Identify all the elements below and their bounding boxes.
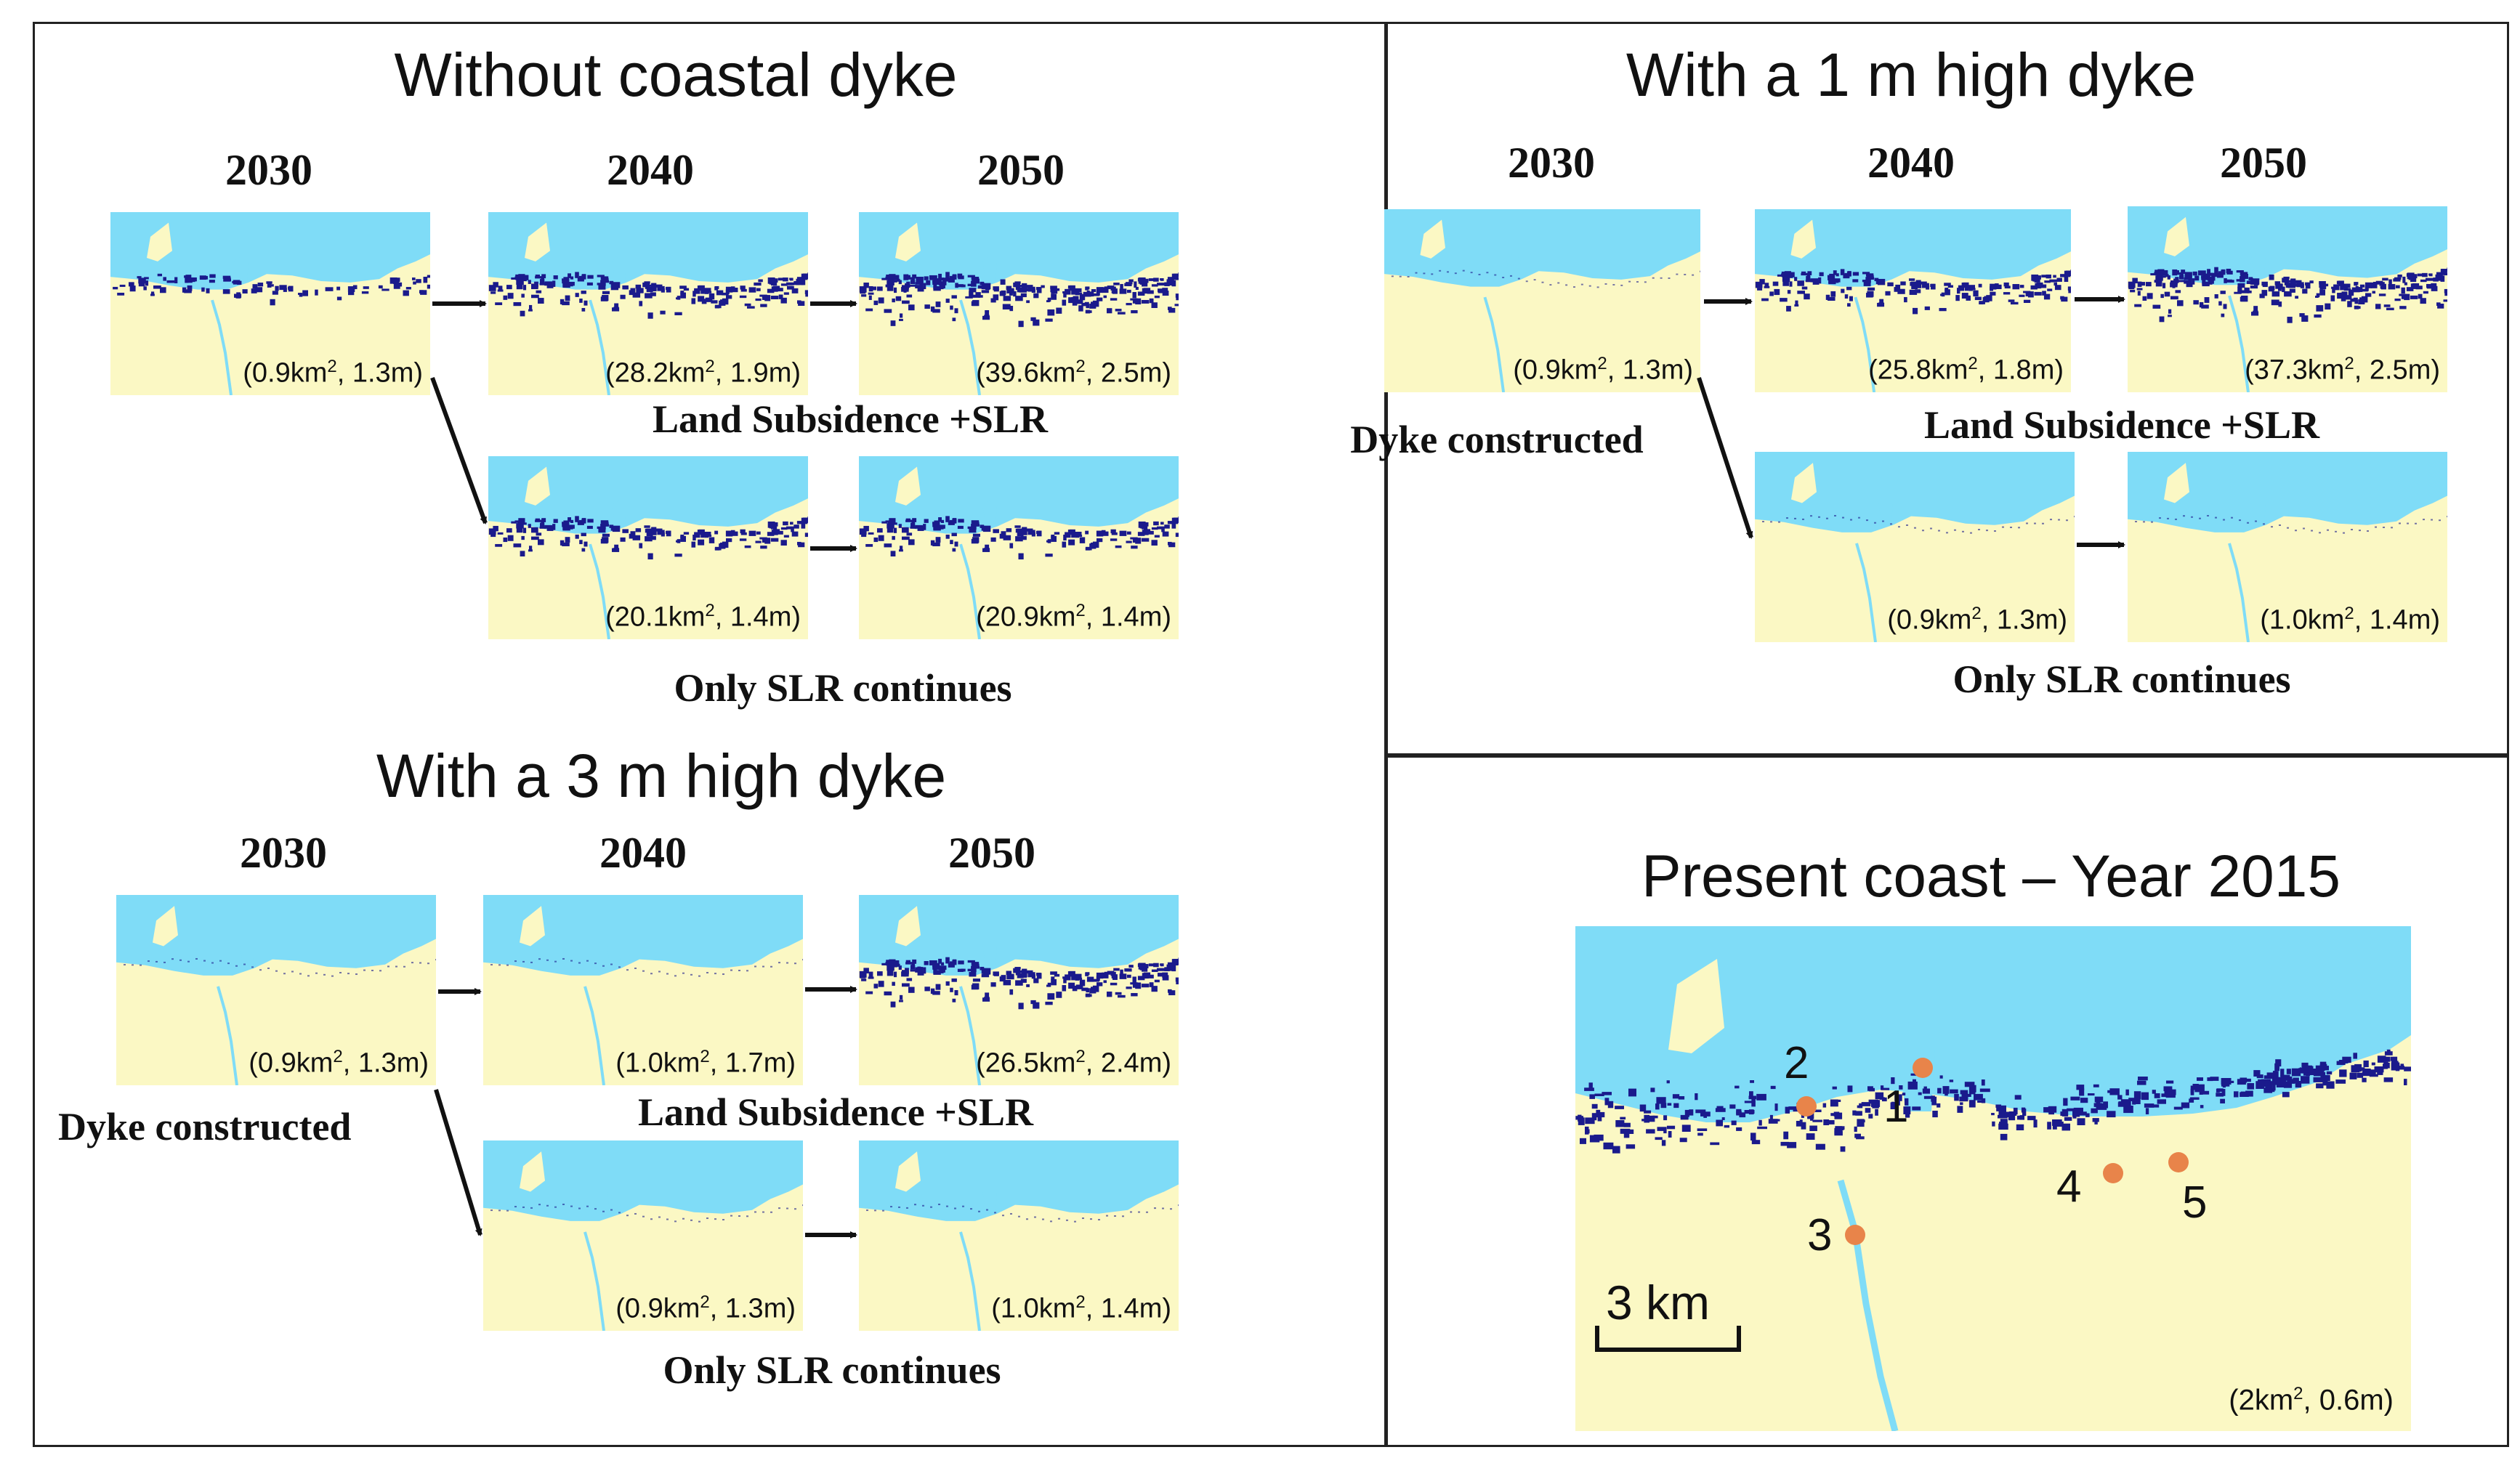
map-dyke3-2040: (1.0km2, 1.7m) bbox=[483, 895, 803, 1085]
map-dyke1-2040: (25.8km2, 1.8m) bbox=[1755, 209, 2071, 392]
map-dyke1-slr-2050: (1.0km2, 1.4m) bbox=[2128, 452, 2447, 642]
year-2030: 2030 bbox=[225, 146, 312, 194]
marker-dot-3 bbox=[1845, 1225, 1865, 1245]
dyke-constructed-label: Dyke constructed bbox=[58, 1105, 352, 1148]
map-value-label: (26.5km2, 2.4m) bbox=[976, 1047, 1171, 1079]
marker-dot-2 bbox=[1796, 1096, 1817, 1117]
year-2050: 2050 bbox=[948, 829, 1035, 877]
present-flood bbox=[1575, 1049, 2411, 1154]
map-no-dyke-2050: (39.6km2, 2.5m) bbox=[859, 212, 1179, 395]
map-value-label: (1.0km2, 1.4m) bbox=[2260, 604, 2440, 636]
map-no-dyke-2040: (28.2km2, 1.9m) bbox=[488, 212, 808, 395]
map-dyke1-2030: (0.9km2, 1.3m) bbox=[1384, 209, 1700, 392]
map-value-label: (20.1km2, 1.4m) bbox=[605, 601, 801, 633]
map-value-label: (20.9km2, 1.4m) bbox=[976, 601, 1171, 633]
map-value-label: (1.0km2, 1.4m) bbox=[991, 1292, 1171, 1324]
marker-dot-4 bbox=[2103, 1163, 2123, 1183]
map-dyke3-2050: (26.5km2, 2.4m) bbox=[859, 895, 1179, 1085]
slr-label: Only SLR continues bbox=[663, 1348, 1001, 1392]
map-value-label: (37.3km2, 2.5m) bbox=[2245, 354, 2440, 386]
map-dyke1-2050: (37.3km2, 2.5m) bbox=[2128, 206, 2447, 392]
panel-title-present: Present coast – Year 2015 bbox=[1641, 843, 2341, 909]
subsidence-label: Land Subsidence +SLR bbox=[638, 1090, 1033, 1134]
present-river bbox=[1837, 1179, 1899, 1431]
present-sea bbox=[1575, 926, 2411, 1122]
present-island bbox=[1668, 959, 1724, 1053]
panel-title-dyke-3m: With a 3 m high dyke bbox=[376, 742, 947, 810]
year-2030: 2030 bbox=[1508, 139, 1595, 187]
year-2050: 2050 bbox=[977, 146, 1065, 194]
panel-title-without-dyke: Without coastal dyke bbox=[394, 41, 958, 109]
map-no-dyke-slr-2040: (20.1km2, 1.4m) bbox=[488, 456, 808, 639]
map-dyke1-slr-2040: (0.9km2, 1.3m) bbox=[1755, 452, 2075, 642]
map-value-label: (39.6km2, 2.5m) bbox=[976, 357, 1171, 389]
marker-label-2: 2 bbox=[1784, 1038, 1809, 1088]
map-dyke3-slr-2050: (1.0km2, 1.4m) bbox=[859, 1140, 1179, 1331]
map-value-label: (0.9km2, 1.3m) bbox=[243, 357, 423, 389]
panel-present-coast bbox=[1384, 755, 2509, 1447]
year-2040: 2040 bbox=[599, 829, 687, 877]
map-value-label: (0.9km2, 1.3m) bbox=[1887, 604, 2067, 636]
map-no-dyke-slr-2050: (20.9km2, 1.4m) bbox=[859, 456, 1179, 639]
year-2030: 2030 bbox=[240, 829, 327, 877]
marker-label-5: 5 bbox=[2182, 1178, 2208, 1228]
map-value-label: (1.0km2, 1.7m) bbox=[615, 1047, 796, 1079]
year-2040: 2040 bbox=[607, 146, 694, 194]
panel-title-dyke-1m: With a 1 m high dyke bbox=[1626, 41, 2197, 109]
slr-label: Only SLR continues bbox=[1952, 657, 2291, 701]
marker-label-1: 1 bbox=[1883, 1082, 1909, 1132]
scale-bar-label: 3 km bbox=[1606, 1276, 1711, 1329]
slr-label: Only SLR continues bbox=[674, 666, 1012, 710]
subsidence-label: Land Subsidence +SLR bbox=[653, 397, 1048, 441]
map-value-label: (0.9km2, 1.3m) bbox=[249, 1047, 429, 1079]
year-2040: 2040 bbox=[1867, 139, 1955, 187]
map-present-2015: (2km2, 0.6m) bbox=[1575, 926, 2411, 1431]
present-value: (2km2, 0.6m) bbox=[2229, 1383, 2394, 1416]
map-value-label: (25.8km2, 1.8m) bbox=[1868, 354, 2064, 386]
map-dyke3-2030: (0.9km2, 1.3m) bbox=[116, 895, 436, 1085]
map-value-label: (0.9km2, 1.3m) bbox=[615, 1292, 796, 1324]
panel-without-dyke bbox=[33, 22, 1388, 1447]
map-value-label: (0.9km2, 1.3m) bbox=[1513, 354, 1693, 386]
marker-label-3: 3 bbox=[1807, 1210, 1833, 1260]
dyke-constructed-label: Dyke constructed bbox=[1350, 418, 1644, 461]
marker-label-4: 4 bbox=[2056, 1162, 2082, 1212]
map-value-label: (28.2km2, 1.9m) bbox=[605, 357, 801, 389]
map-no-dyke-2030: (0.9km2, 1.3m) bbox=[110, 212, 430, 395]
map-dyke3-slr-2040: (0.9km2, 1.3m) bbox=[483, 1140, 803, 1331]
subsidence-label: Land Subsidence +SLR bbox=[1924, 403, 2319, 447]
marker-dot-5 bbox=[2168, 1152, 2189, 1172]
marker-dot-1 bbox=[1913, 1058, 1933, 1078]
year-2050: 2050 bbox=[2220, 139, 2307, 187]
